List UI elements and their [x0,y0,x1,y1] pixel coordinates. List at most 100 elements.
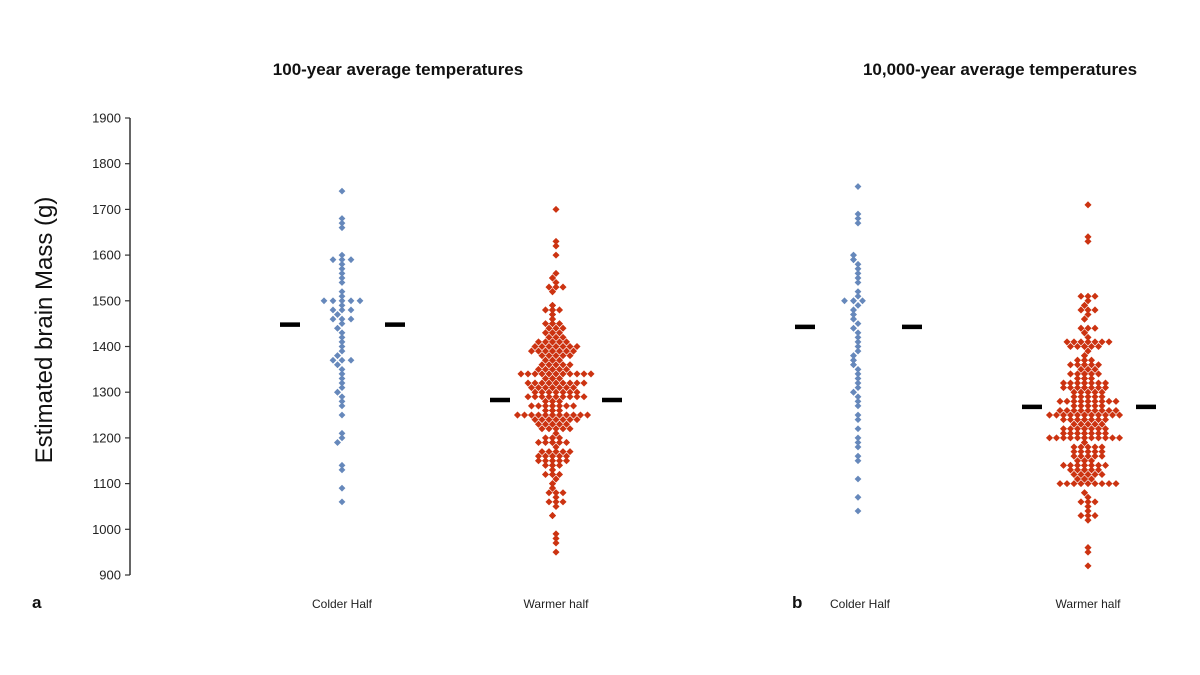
data-point-warmer [1077,292,1085,300]
data-point-warmer [548,402,557,410]
data-point-warmer [552,205,560,213]
data-point-warmer [552,448,560,456]
data-point-warmer [573,379,581,387]
data-point-warmer [552,333,560,341]
data-point-colder [338,347,346,355]
data-point-warmer [555,338,564,346]
data-point-warmer [587,370,595,378]
data-point-warmer [1105,480,1113,488]
data-point-warmer [545,370,553,378]
data-point-warmer [566,388,574,396]
data-point-warmer [548,434,557,442]
data-point-warmer [1091,292,1099,300]
data-point-warmer [555,374,564,383]
data-point-warmer [541,434,550,442]
data-point-colder [329,315,337,323]
data-point-warmer [552,388,560,396]
data-point-warmer [555,306,564,314]
data-point-warmer [552,242,560,250]
data-point-warmer [531,342,539,351]
data-point-colder [338,384,346,392]
data-point-warmer [1045,411,1054,419]
data-point-warmer [541,438,550,447]
data-point-warmer [1108,434,1117,442]
data-point-warmer [1091,512,1099,520]
data-point-warmer [517,370,525,378]
data-point-colder [850,306,857,314]
data-point-warmer [545,393,553,401]
data-point-warmer [548,438,557,447]
data-point-warmer [1101,379,1110,387]
data-point-warmer [573,388,581,396]
data-point-colder [338,288,346,296]
data-point-warmer [541,461,550,469]
data-point-warmer [541,470,550,478]
data-point-warmer [555,457,564,465]
data-point-colder [854,260,862,268]
data-point-colder [338,224,346,232]
data-point-warmer [552,361,560,369]
panel-b-category-warmer: Warmer half [1056,597,1122,611]
data-point-warmer [548,288,557,296]
panel-b-category-colder: Colder Half [830,597,891,611]
data-point-warmer [538,379,546,387]
data-point-warmer [562,452,571,460]
data-point-warmer [534,438,543,447]
panel-a-title: 100-year average temperatures [273,60,523,79]
data-point-warmer [524,393,532,401]
data-point-warmer [538,388,546,396]
data-point-colder [347,306,355,314]
data-point-colder [338,379,346,387]
data-point-warmer [548,457,557,465]
data-point-warmer [562,411,571,419]
data-point-warmer [1105,397,1113,405]
data-point-warmer [552,324,560,332]
data-point-colder [854,301,862,309]
data-point-colder [854,475,862,483]
data-point-warmer [548,365,557,373]
y-tick-label: 1100 [93,476,121,491]
data-point-warmer [555,406,564,415]
data-point-warmer [545,342,553,351]
data-point-warmer [541,397,550,405]
data-point-warmer [524,370,532,378]
data-point-colder [338,356,346,364]
panel-b-title: 10,000-year average temperatures [863,60,1137,79]
data-point-warmer [541,320,550,328]
data-point-warmer [538,342,546,351]
data-point-warmer [548,374,557,383]
data-point-colder [334,324,341,332]
data-point-warmer [559,352,567,360]
data-point-warmer [1094,461,1103,469]
data-point-colder [338,393,346,401]
data-point-warmer [548,470,557,478]
data-point-warmer [555,397,564,405]
data-point-warmer [559,416,567,424]
data-point-warmer [545,361,553,369]
y-tick-label: 1500 [92,293,121,308]
data-point-colder [854,183,862,190]
data-point-warmer [545,352,553,360]
data-point-warmer [548,320,557,328]
data-point-warmer [545,425,553,433]
data-point-warmer [541,420,550,428]
data-point-colder [338,260,346,268]
data-point-colder [347,356,355,364]
data-point-colder [859,297,866,305]
data-point-warmer [552,379,560,387]
data-point-warmer [562,338,571,346]
data-point-colder [338,333,346,341]
data-point-warmer [548,484,557,492]
data-point-colder [854,210,862,218]
data-point-colder [338,320,346,328]
y-tick-label: 1600 [92,248,121,263]
data-point-warmer [552,393,560,401]
data-point-warmer [559,393,567,401]
data-point-warmer [534,384,543,392]
data-point-warmer [548,338,557,346]
data-point-warmer [1087,356,1096,364]
data-point-warmer [1098,443,1106,451]
data-point-warmer [1056,397,1064,405]
data-point-warmer [1091,443,1099,451]
panel-a-category-warmer: Warmer half [524,597,590,611]
